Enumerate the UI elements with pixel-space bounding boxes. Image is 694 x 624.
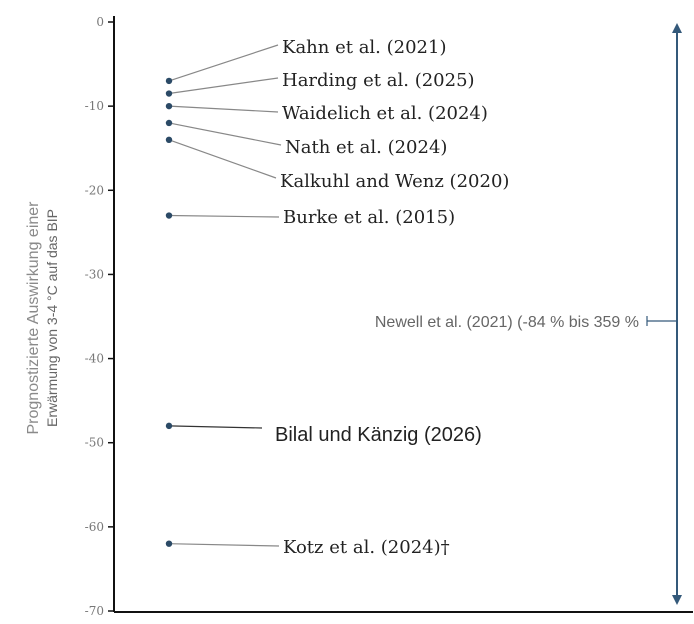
leader-line [168, 214, 280, 218]
leader-line [168, 44, 279, 82]
leader-line [168, 425, 263, 429]
y-tick-label: -40 [85, 352, 104, 366]
leader-line [168, 543, 280, 547]
y-tick-label: -60 [85, 520, 104, 534]
data-point [165, 77, 173, 85]
study-label: Bilal und Känzig (2026) [275, 424, 482, 446]
study-label: Kotz et al. (2024)† [283, 537, 450, 558]
y-axis-label-line-2: Erwärmung von 3-4 °C auf das BIP [44, 209, 60, 427]
range-label: Newell et al. (2021) (-84 % bis 359 % [375, 314, 639, 331]
y-tick-label: -50 [85, 436, 104, 450]
data-point [165, 119, 173, 127]
leader-line [168, 139, 277, 179]
y-tick-label: -20 [85, 183, 104, 197]
data-point [165, 136, 173, 143]
plot-frame [113, 16, 693, 613]
study-label: Kahn et al. (2021) [282, 37, 446, 58]
leader-line [168, 105, 279, 113]
data-point [165, 212, 173, 219]
study-labels: Kahn et al. (2021) Harding et al. (2025) W… [275, 37, 509, 558]
y-axis: 0 -10 -20 -30 -40 -50 -60 -70 [85, 15, 114, 618]
y-tick-label: 0 [96, 15, 104, 29]
study-label: Kalkuhl and Wenz (2020) [280, 171, 509, 192]
y-tick-label: -30 [85, 267, 104, 281]
range-annotation: Newell et al. (2021) (-84 % bis 359 % [375, 23, 682, 605]
study-label: Nath et al. (2024) [285, 137, 447, 158]
y-tick-label: -70 [85, 604, 104, 618]
study-label: Harding et al. (2025) [282, 70, 475, 91]
study-label: Waidelich et al. (2024) [282, 103, 488, 124]
data-point [165, 102, 173, 110]
study-label: Burke et al. (2015) [283, 207, 455, 228]
leader-line [168, 77, 279, 95]
data-point [165, 540, 173, 547]
y-axis-label-line-1: Prognostizierte Auswirkung einer [25, 201, 42, 435]
y-tick-label: -10 [85, 99, 104, 113]
data-point [165, 90, 173, 97]
leader-line [168, 122, 282, 146]
leader-lines [168, 44, 282, 547]
data-points [165, 77, 173, 547]
data-point [165, 422, 173, 430]
